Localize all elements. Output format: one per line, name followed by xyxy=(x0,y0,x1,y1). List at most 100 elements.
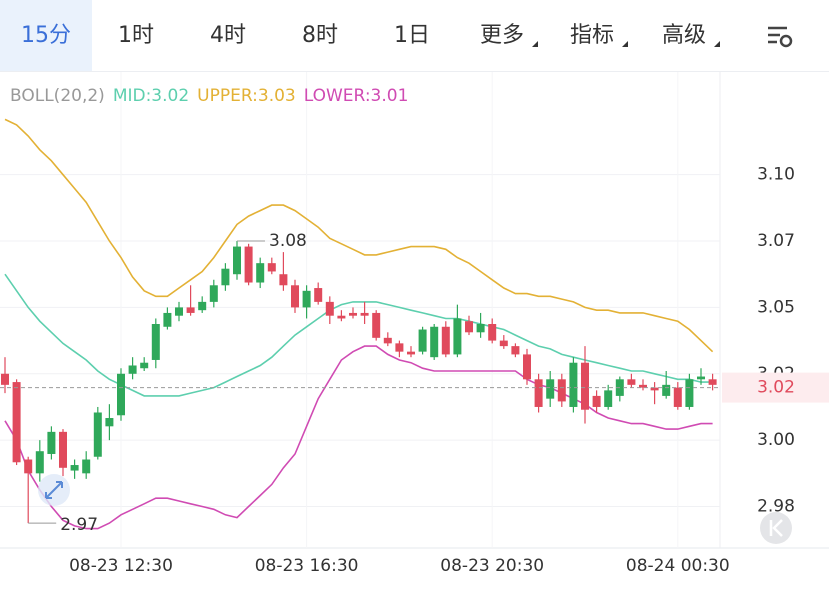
candle-body xyxy=(314,288,323,302)
candle-body xyxy=(279,274,288,286)
x-tick-label: 08-23 16:30 xyxy=(255,556,359,576)
tab-label: 更多 xyxy=(479,23,524,48)
timeframe-tab[interactable]: 更多 xyxy=(456,0,548,71)
candle-body xyxy=(627,379,636,385)
candle-body xyxy=(198,301,207,311)
y-tick-label: 3.07 xyxy=(757,231,795,251)
candle-body xyxy=(233,246,241,275)
tab-label: 1日 xyxy=(394,23,430,48)
candle-body xyxy=(175,307,183,316)
timeframe-tab[interactable]: 1时 xyxy=(90,0,182,71)
last-price-box xyxy=(722,372,829,403)
grid xyxy=(0,72,720,548)
candle-body xyxy=(267,263,276,272)
timeframe-tab[interactable]: 1日 xyxy=(366,0,458,71)
candle-body xyxy=(453,318,462,355)
candle-body xyxy=(186,307,195,313)
candle-body xyxy=(302,290,311,308)
candle-body xyxy=(24,459,33,474)
tab-label: 15分 xyxy=(21,23,71,48)
candle-body xyxy=(523,354,531,380)
indicator-label: BOLL(20,2) xyxy=(10,86,105,106)
candle-body xyxy=(488,324,497,341)
legend-entry: MID:3.02 xyxy=(113,86,189,106)
tab-label: 8时 xyxy=(302,23,338,48)
candle-body xyxy=(1,373,9,385)
timeframe-tab[interactable]: 高级 xyxy=(638,0,730,71)
candle-body xyxy=(372,312,381,338)
candle-body xyxy=(708,379,717,385)
candle-body xyxy=(546,379,555,399)
candle-body xyxy=(697,376,705,380)
candle-body xyxy=(163,312,172,327)
candle-body xyxy=(592,395,601,407)
candle-body xyxy=(12,382,21,463)
candle-body xyxy=(291,285,299,308)
cursor-icon xyxy=(38,474,70,506)
collapse-button[interactable] xyxy=(760,512,792,544)
candle-body xyxy=(650,387,659,391)
candle-body xyxy=(581,362,589,410)
settings-icon-glyph xyxy=(768,26,793,48)
candle-body xyxy=(105,418,114,427)
timeframe-tab[interactable]: 8时 xyxy=(274,0,366,71)
candle-body xyxy=(685,379,694,407)
x-tick-label: 08-23 20:30 xyxy=(440,556,544,576)
candle-body xyxy=(418,329,427,352)
settings-icon[interactable] xyxy=(738,0,739,72)
high-label: 3.08 xyxy=(269,231,307,251)
candle-body xyxy=(360,312,369,316)
candle-body xyxy=(325,301,334,316)
candle-body xyxy=(128,365,137,374)
candle-body xyxy=(349,312,357,316)
candle-body xyxy=(407,351,415,355)
tab-label: 4时 xyxy=(210,23,246,48)
candle-body xyxy=(35,451,44,474)
candle-body xyxy=(93,412,102,457)
candle-body xyxy=(534,379,543,407)
timeframe-tab[interactable]: 15分 xyxy=(0,0,92,71)
candle-body xyxy=(465,321,473,333)
candle-body xyxy=(82,459,91,474)
candle-body xyxy=(209,285,218,302)
tab-label: 1时 xyxy=(118,23,154,48)
last-price-label: 3.02 xyxy=(757,378,795,398)
candle-body xyxy=(569,362,578,407)
tab-label: 高级 xyxy=(661,23,706,48)
legend: BOLL(20,2) MID:3.02 UPPER:3.03 LOWER:3.01 xyxy=(10,86,408,106)
timeframe-tab[interactable]: 指标 xyxy=(546,0,638,71)
candle-body xyxy=(117,373,125,416)
boll-lines xyxy=(4,118,714,530)
candle-body xyxy=(221,268,230,286)
candle-body xyxy=(140,362,149,369)
candle-body xyxy=(441,326,450,355)
candle-body xyxy=(511,346,520,355)
candle-body xyxy=(70,465,79,471)
y-tick-label: 3.10 xyxy=(757,165,795,185)
x-tick-label: 08-23 12:30 xyxy=(69,556,173,576)
legend-entry: LOWER:3.01 xyxy=(304,86,409,106)
candle-body xyxy=(47,431,56,454)
y-tick-label: 3.00 xyxy=(757,430,795,450)
candle-body xyxy=(337,315,346,319)
candle-body xyxy=(256,263,265,283)
candle-body xyxy=(395,343,404,352)
tab-label: 指标 xyxy=(569,23,614,48)
candle-body xyxy=(244,246,253,283)
candle-body xyxy=(59,431,67,468)
x-tick-label: 08-24 00:30 xyxy=(626,556,730,576)
timeframe-tab[interactable]: 4时 xyxy=(182,0,274,71)
candle-body xyxy=(151,324,160,360)
candle-body xyxy=(639,384,647,388)
boll-line xyxy=(4,273,713,397)
candle-body xyxy=(673,387,682,407)
labels: 2.98 3.00 3.02 3.05 3.07 3.10 08-23 12:30 08-23… xyxy=(0,165,829,576)
boll-line xyxy=(4,118,714,353)
toolbar: 15分 1时 4时 8时 1日 更多 指标 高级 xyxy=(0,0,829,72)
candle-body xyxy=(662,384,671,396)
y-tick-label: 2.98 xyxy=(757,497,795,517)
candle-body xyxy=(499,340,508,347)
legend-entry: UPPER:3.03 xyxy=(197,86,296,106)
